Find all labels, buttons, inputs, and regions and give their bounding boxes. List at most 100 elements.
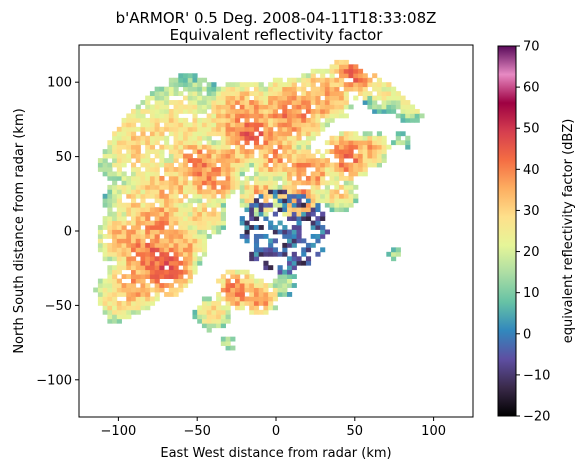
radar-bin	[343, 175, 349, 181]
radar-bin	[244, 175, 250, 181]
radar-bin	[320, 122, 326, 128]
radar-bin	[131, 220, 137, 226]
radar-bin	[362, 95, 368, 101]
radar-bin	[353, 86, 359, 92]
radar-bin	[201, 135, 208, 141]
radar-bin	[159, 91, 165, 96]
radar-bin	[140, 202, 146, 208]
radar-bin	[112, 229, 118, 235]
radar-bin	[263, 180, 269, 186]
radar-bin	[220, 189, 226, 195]
radar-bin	[197, 318, 203, 324]
radar-bin	[268, 158, 274, 163]
radar-bin	[140, 126, 146, 132]
radar-bin	[320, 68, 326, 74]
radar-bin	[145, 180, 151, 186]
radar-bin	[268, 135, 274, 141]
radar-bin	[372, 162, 378, 168]
radar-bin	[126, 207, 132, 213]
radar-bin	[131, 260, 137, 266]
radar-bin	[225, 91, 231, 96]
radar-bin	[220, 296, 226, 302]
radar-bin	[296, 140, 302, 146]
radar-bin	[357, 91, 364, 96]
radar-bin	[178, 238, 184, 244]
radar-bin	[102, 242, 108, 248]
radar-bin	[225, 113, 231, 119]
radar-bin	[282, 153, 288, 159]
radar-bin	[135, 153, 141, 159]
radar-bin	[192, 117, 198, 123]
radar-bin	[301, 207, 307, 213]
radar-bin	[405, 108, 411, 114]
radar-bin	[301, 104, 307, 110]
radar-bin	[206, 113, 212, 119]
radar-bin	[178, 144, 184, 150]
radar-bin	[168, 180, 174, 186]
radar-bin	[348, 184, 354, 190]
radar-bin	[339, 198, 345, 204]
radar-bin	[244, 198, 250, 204]
radar-bin	[239, 122, 245, 128]
radar-bin	[249, 149, 255, 155]
radar-bin	[154, 104, 160, 110]
radar-bin	[187, 211, 193, 217]
radar-bin	[201, 300, 208, 306]
radar-bin	[164, 251, 170, 257]
radar-bin	[145, 292, 151, 297]
radar-bin	[220, 225, 226, 230]
radar-bin	[107, 274, 113, 280]
radar-bin	[173, 175, 179, 181]
radar-bin	[107, 202, 113, 208]
radar-bin	[305, 135, 312, 141]
radar-bin	[112, 184, 118, 190]
radar-bin	[334, 113, 340, 119]
radar-bin	[235, 113, 241, 119]
radar-bin	[178, 216, 184, 221]
radar-bin	[395, 100, 401, 105]
radar-bin	[164, 198, 170, 204]
radar-bin	[253, 251, 260, 257]
radar-bin	[192, 189, 198, 195]
radar-bin	[187, 238, 193, 244]
radar-bin	[121, 265, 127, 271]
radar-bin	[324, 229, 330, 235]
radar-bin	[197, 216, 203, 221]
radar-bin	[159, 95, 165, 101]
radar-bin	[362, 158, 368, 163]
radar-bin	[305, 216, 312, 221]
radar-bin	[310, 233, 316, 239]
radar-bin	[235, 287, 241, 293]
radar-bin	[159, 184, 165, 190]
radar-bin	[206, 135, 212, 141]
radar-bin	[272, 198, 278, 204]
radar-bin	[197, 305, 203, 311]
radar-bin	[343, 104, 349, 110]
radar-bin	[272, 247, 278, 253]
radar-bin	[310, 68, 316, 74]
radar-bin	[239, 95, 245, 101]
radar-bin	[121, 225, 127, 230]
radar-bin	[225, 184, 231, 190]
radar-bin	[343, 144, 349, 150]
radar-bin	[159, 117, 165, 123]
radar-bin	[272, 149, 278, 155]
radar-bin	[239, 82, 245, 88]
radar-bin	[211, 126, 217, 132]
radar-bin	[192, 184, 198, 190]
radar-bin	[131, 225, 137, 230]
radar-bin	[126, 242, 132, 248]
radar-bin	[220, 318, 226, 324]
radar-bin	[282, 171, 288, 177]
radar-bin	[183, 189, 189, 195]
radar-bin	[116, 216, 122, 221]
radar-bin	[192, 251, 198, 257]
radar-bin	[296, 77, 302, 83]
radar-bin	[305, 175, 312, 181]
radar-bin	[183, 220, 189, 226]
radar-bin	[173, 211, 179, 217]
radar-bin	[168, 220, 174, 226]
radar-bin	[220, 274, 226, 280]
radar-bin	[140, 131, 146, 137]
radar-bin	[367, 162, 373, 168]
